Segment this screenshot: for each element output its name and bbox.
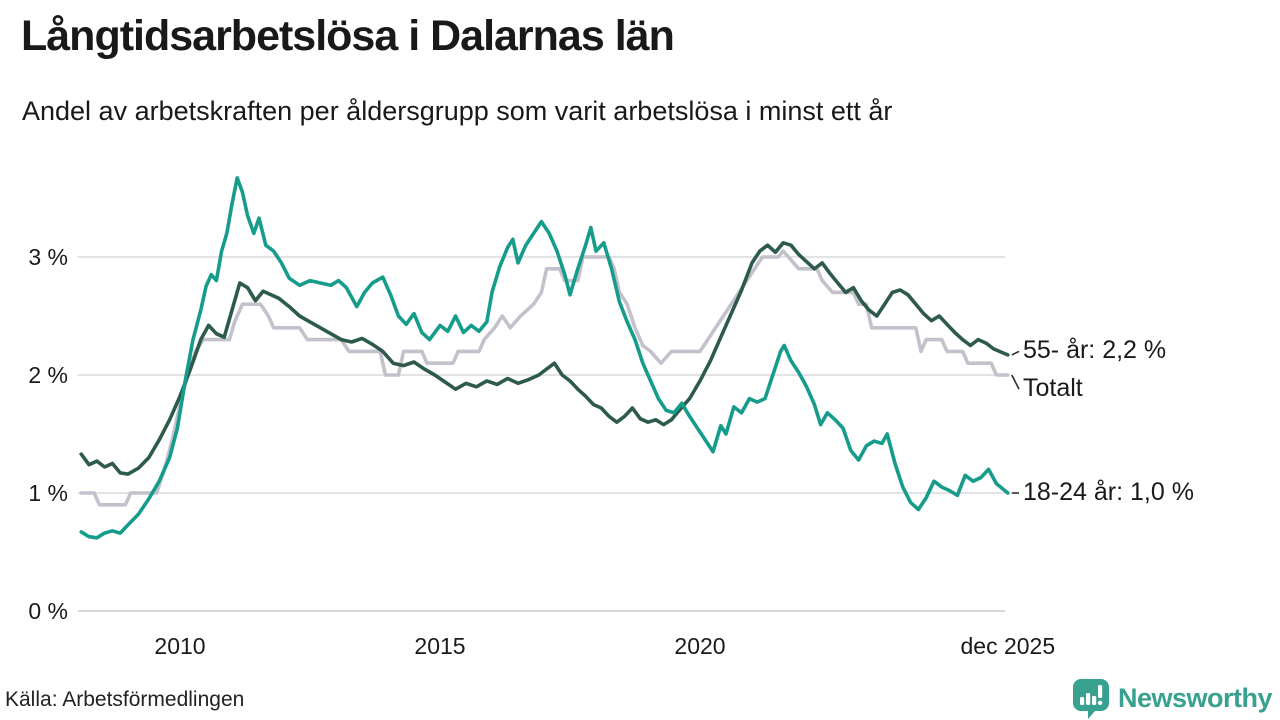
logo-bar-2 <box>1085 693 1091 705</box>
x-axis-tick-label: 2010 <box>154 633 206 659</box>
newsworthy-logo-icon <box>1072 679 1109 719</box>
chart-title: Långtidsarbetslösa i Dalarnas län <box>21 12 675 60</box>
y-axis-tick-label: 0 % <box>28 598 68 624</box>
series-line-55 <box>79 241 1010 476</box>
x-axis-tick-label: dec 2025 <box>960 633 1056 659</box>
x-axis-tick-label: 2020 <box>674 633 726 659</box>
series-end-label-totalt: Totalt <box>1023 374 1083 403</box>
logo-exclamation-dot <box>1097 700 1103 705</box>
source-note: Källa: Arbetsförmedlingen <box>5 688 245 711</box>
y-axis-tick-label: 2 % <box>28 362 68 388</box>
end-label-leader-55 <box>1011 350 1020 356</box>
series-end-label-18-24: 18-24 år: 1,0 % <box>1023 478 1194 506</box>
logo-bar-3 <box>1091 696 1097 705</box>
logo-exclamation-icon <box>1097 685 1103 698</box>
series-line-18-24 <box>79 176 1010 540</box>
x-axis-tick-label: 2015 <box>414 633 466 659</box>
series-end-label-55: 55- år: 2,2 % <box>1023 336 1167 365</box>
series-line-totalt <box>79 249 1010 507</box>
newsworthy-logo-text: Newsworthy <box>1117 683 1273 713</box>
y-axis-tick-label: 1 % <box>28 480 68 506</box>
y-axis-tick-label: 3 % <box>28 244 68 270</box>
logo-bar-1 <box>1079 697 1085 705</box>
end-label-leader-totalt <box>1011 374 1020 390</box>
newsworthy-logo: Newsworthy <box>1071 678 1273 719</box>
chart-subtitle: Andel av arbetskraften per åldersgrupp s… <box>22 96 893 126</box>
